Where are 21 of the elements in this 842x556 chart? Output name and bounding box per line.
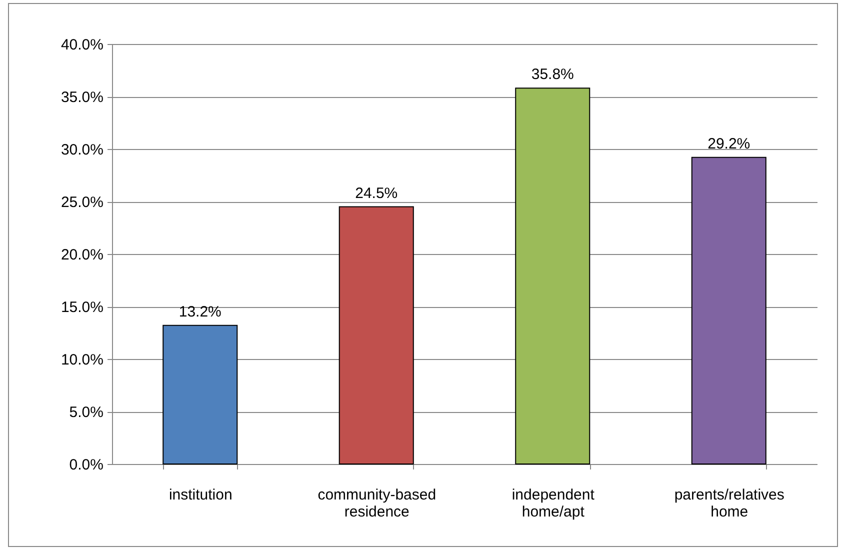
x-tick-label: parents/relatives home bbox=[674, 486, 784, 520]
y-tick-label: 30.0% bbox=[60, 142, 104, 158]
y-tick-label: 25.0% bbox=[60, 194, 104, 211]
bar bbox=[515, 88, 590, 464]
bar bbox=[691, 156, 766, 464]
y-tick-label: 10.0% bbox=[60, 352, 104, 368]
y-tick-label: 20.0% bbox=[60, 246, 104, 264]
x-tick-label: community-based residence bbox=[318, 486, 436, 520]
y-tick-label: 35.0% bbox=[60, 89, 104, 106]
y-tick-label: 40.0% bbox=[60, 36, 104, 54]
data-label: 35.8% bbox=[531, 66, 574, 84]
y-tick-label: 0.0% bbox=[69, 456, 104, 474]
bar bbox=[338, 206, 414, 464]
y-tick-label: 15.0% bbox=[60, 299, 104, 316]
data-label: 13.2% bbox=[178, 303, 222, 320]
x-tick-label: institution bbox=[168, 486, 232, 504]
x-tick-label: independent home/apt bbox=[512, 486, 596, 520]
data-label: 24.5% bbox=[355, 184, 398, 202]
bar bbox=[162, 324, 238, 464]
y-tick-label: 5.0% bbox=[69, 404, 104, 421]
data-label: 29.2% bbox=[708, 135, 750, 152]
